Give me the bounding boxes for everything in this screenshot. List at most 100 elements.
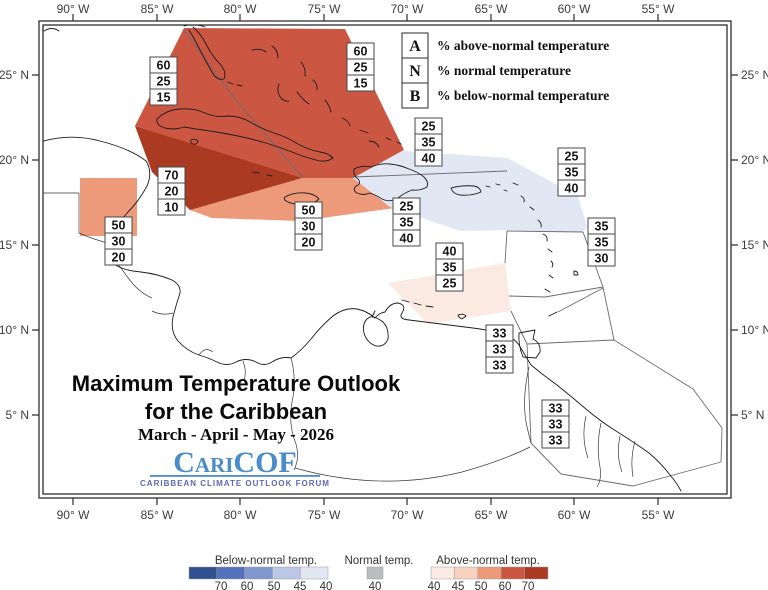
probability-labels: 60 25 15 60 25 15 70 20 10 50 30 20 50 3… [104,42,616,449]
label-stack-abc-islands: 40 35 25 [435,242,464,292]
region-bahamas-cuba-west [135,28,404,179]
region-abc-islands [388,263,511,324]
latitude-labels-right: 25° N 20° N 15° N 10° N 5° N [741,68,768,422]
colorbar-tick: 45 [452,581,465,590]
label-stack-eastern-caribbean: 35 35 30 [587,217,616,267]
prob-value: 35 [565,166,579,180]
prob-value: 35 [595,220,609,234]
colorbar-tick: 70 [215,581,228,590]
label-stack-guianas: 33 33 33 [541,399,570,449]
prob-value: 33 [493,359,507,373]
logo-underline [150,475,320,477]
axis-label: 60° W [558,508,591,522]
prob-value: 33 [493,327,507,341]
longitude-labels-top: 90° W 85° W 80° W 75° W 70° W 65° W 60° … [57,2,675,16]
key-label-below: % below-normal temperature [437,88,609,103]
region-hispaniola [353,151,507,231]
axis-label: 10° N [0,323,29,337]
axis-label: 15° N [741,238,768,252]
axis-label: 15° N [0,238,29,252]
label-stack-hispaniola-south: 25 35 40 [392,197,421,247]
prob-value: 25 [400,200,414,214]
region-jamaica [190,178,395,221]
axis-label: 90° W [57,508,90,522]
prob-value: 30 [595,252,609,266]
axis-label: 70° W [391,508,424,522]
axis-label: 20° N [0,153,29,167]
key-box-a [401,32,429,59]
prob-value: 35 [595,236,609,250]
label-stack-southeast-bahamas: 60 25 15 [346,42,375,92]
label-stack-cuba: 70 20 10 [157,166,186,216]
caricof-subtitle: CARIBBEAN CLIMATE OUTLOOK FORUM [140,479,330,488]
title-block: Maximum Temperature Outlook for the Cari… [72,371,401,488]
colorbar-tick: 45 [294,581,307,590]
prob-value: 35 [400,216,414,230]
caricof-logo: CARICOF [173,446,297,479]
prob-value: 15 [157,91,171,105]
axis-label: 60° W [558,2,591,16]
prob-value: 35 [443,261,457,275]
prob-value: 33 [493,343,507,357]
prob-value: 20 [112,251,126,265]
colorbar-above-normal: Above-normal temp. 40 45 50 60 70 [428,555,549,590]
swatch [454,566,479,580]
colorbar-tick: 40 [428,581,441,590]
axis-label: 5° N [741,408,764,422]
prob-value: 50 [302,204,316,218]
swatch [299,566,329,580]
axis-label: 75° W [308,508,341,522]
key-box-n [401,57,429,84]
key-letter-a: A [409,38,421,55]
colorbar-tick: 50 [475,581,488,590]
colorbar-above-title: Above-normal temp. [436,555,540,567]
axis-label: 25° N [0,68,29,82]
label-stack-northwest-bahamas: 60 25 15 [149,56,178,106]
prob-value: 70 [165,169,179,183]
axis-label: 70° W [391,2,424,16]
region-boundaries [183,29,723,487]
axis-label: 20° N [741,153,768,167]
axis-label: 65° W [475,2,508,16]
axis-label: 80° W [224,508,257,522]
prob-value: 20 [165,185,179,199]
label-stack-hispaniola-north: 25 35 40 [414,117,443,167]
colorbar-tick: 60 [241,581,254,590]
colorbar-tick: 70 [522,581,535,590]
prob-value: 25 [354,61,368,75]
prob-value: 40 [443,245,457,259]
prob-value: 33 [549,434,563,448]
swatch [272,566,301,580]
prob-value: 40 [422,152,436,166]
colorbar-tick: 60 [499,581,512,590]
map-title-line1: Maximum Temperature Outlook [72,371,401,396]
axis-label: 80° W [224,2,257,16]
colorbar-tick: 40 [369,581,382,590]
colorbar-tick: 40 [320,581,333,590]
key-box-b [401,82,429,109]
swatch [366,566,384,580]
map-inner-frame [42,24,728,495]
prob-value: 10 [165,201,179,215]
axis-label: 25° N [741,68,768,82]
country-borders [43,192,636,488]
axis-label: 85° W [141,2,174,16]
anb-key: A N B % above-normal temperature % norma… [401,32,609,109]
region-leewards [507,158,587,232]
axis-ticks [32,14,738,505]
label-stack-leewards: 25 35 40 [557,147,586,197]
prob-value: 35 [422,136,436,150]
swatch [477,566,502,580]
key-label-normal: % normal temperature [437,63,571,78]
axis-label: 65° W [475,508,508,522]
key-label-above: % above-normal temperature [437,38,609,53]
key-letter-n: N [409,63,421,80]
axis-label: 75° W [308,2,341,16]
swatch [500,566,525,580]
axis-label: 85° W [141,508,174,522]
prob-value: 30 [302,220,316,234]
colorbar-below-normal: Below-normal temp. 70 60 50 45 40 [188,555,333,590]
key-letter-b: B [410,88,421,105]
